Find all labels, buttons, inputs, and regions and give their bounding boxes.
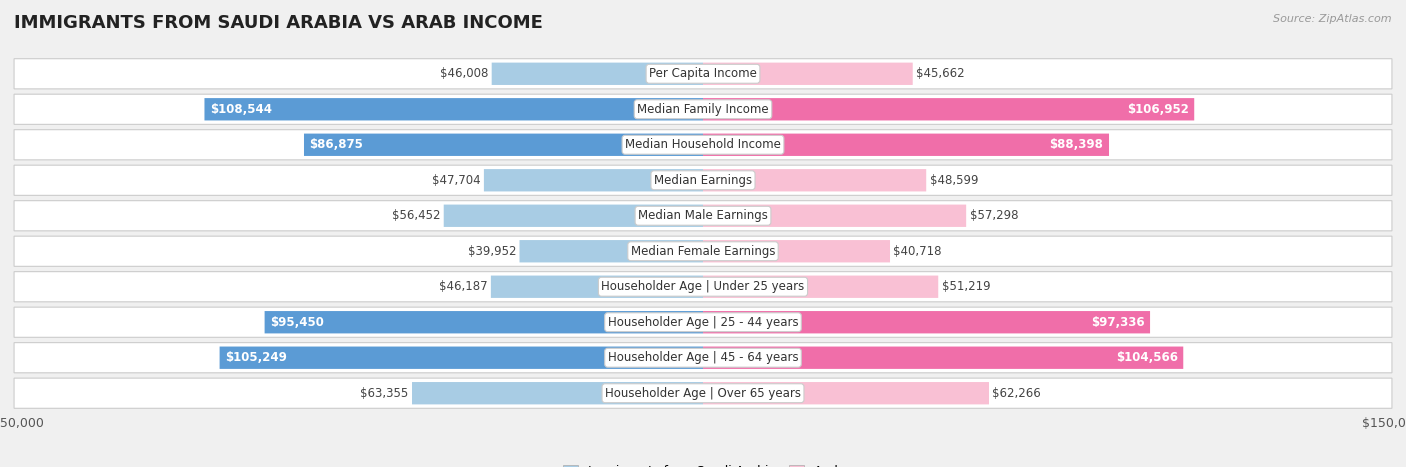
Text: $62,266: $62,266 bbox=[993, 387, 1042, 400]
FancyBboxPatch shape bbox=[14, 378, 1392, 408]
FancyBboxPatch shape bbox=[14, 201, 1392, 231]
Text: $104,566: $104,566 bbox=[1116, 351, 1178, 364]
Legend: Immigrants from Saudi Arabia, Arab: Immigrants from Saudi Arabia, Arab bbox=[558, 460, 848, 467]
FancyBboxPatch shape bbox=[264, 311, 703, 333]
Text: Householder Age | 45 - 64 years: Householder Age | 45 - 64 years bbox=[607, 351, 799, 364]
Text: $47,704: $47,704 bbox=[432, 174, 481, 187]
Text: $45,662: $45,662 bbox=[917, 67, 965, 80]
Text: Median Male Earnings: Median Male Earnings bbox=[638, 209, 768, 222]
Text: $88,398: $88,398 bbox=[1050, 138, 1104, 151]
Text: $95,450: $95,450 bbox=[270, 316, 323, 329]
Text: Householder Age | Over 65 years: Householder Age | Over 65 years bbox=[605, 387, 801, 400]
Text: Householder Age | 25 - 44 years: Householder Age | 25 - 44 years bbox=[607, 316, 799, 329]
Text: Median Female Earnings: Median Female Earnings bbox=[631, 245, 775, 258]
FancyBboxPatch shape bbox=[412, 382, 703, 404]
FancyBboxPatch shape bbox=[14, 130, 1392, 160]
FancyBboxPatch shape bbox=[703, 134, 1109, 156]
FancyBboxPatch shape bbox=[14, 236, 1392, 266]
FancyBboxPatch shape bbox=[14, 165, 1392, 195]
FancyBboxPatch shape bbox=[14, 94, 1392, 124]
FancyBboxPatch shape bbox=[703, 169, 927, 191]
FancyBboxPatch shape bbox=[14, 59, 1392, 89]
Text: $56,452: $56,452 bbox=[392, 209, 440, 222]
Text: $46,008: $46,008 bbox=[440, 67, 488, 80]
Text: $57,298: $57,298 bbox=[970, 209, 1018, 222]
Text: Householder Age | Under 25 years: Householder Age | Under 25 years bbox=[602, 280, 804, 293]
Text: $48,599: $48,599 bbox=[929, 174, 979, 187]
Text: $108,544: $108,544 bbox=[209, 103, 271, 116]
Text: $51,219: $51,219 bbox=[942, 280, 990, 293]
Text: Median Family Income: Median Family Income bbox=[637, 103, 769, 116]
FancyBboxPatch shape bbox=[519, 240, 703, 262]
Text: Per Capita Income: Per Capita Income bbox=[650, 67, 756, 80]
FancyBboxPatch shape bbox=[492, 63, 703, 85]
Text: Source: ZipAtlas.com: Source: ZipAtlas.com bbox=[1274, 14, 1392, 24]
FancyBboxPatch shape bbox=[304, 134, 703, 156]
FancyBboxPatch shape bbox=[703, 347, 1184, 369]
FancyBboxPatch shape bbox=[703, 311, 1150, 333]
Text: $97,336: $97,336 bbox=[1091, 316, 1144, 329]
FancyBboxPatch shape bbox=[14, 307, 1392, 337]
FancyBboxPatch shape bbox=[204, 98, 703, 120]
FancyBboxPatch shape bbox=[703, 382, 988, 404]
FancyBboxPatch shape bbox=[14, 343, 1392, 373]
Text: $86,875: $86,875 bbox=[309, 138, 363, 151]
Text: Median Household Income: Median Household Income bbox=[626, 138, 780, 151]
Text: $63,355: $63,355 bbox=[360, 387, 409, 400]
FancyBboxPatch shape bbox=[703, 240, 890, 262]
Text: IMMIGRANTS FROM SAUDI ARABIA VS ARAB INCOME: IMMIGRANTS FROM SAUDI ARABIA VS ARAB INC… bbox=[14, 14, 543, 32]
FancyBboxPatch shape bbox=[484, 169, 703, 191]
Text: $40,718: $40,718 bbox=[893, 245, 942, 258]
Text: $106,952: $106,952 bbox=[1126, 103, 1188, 116]
FancyBboxPatch shape bbox=[444, 205, 703, 227]
FancyBboxPatch shape bbox=[703, 98, 1194, 120]
Text: $105,249: $105,249 bbox=[225, 351, 287, 364]
FancyBboxPatch shape bbox=[703, 276, 938, 298]
FancyBboxPatch shape bbox=[219, 347, 703, 369]
FancyBboxPatch shape bbox=[14, 272, 1392, 302]
FancyBboxPatch shape bbox=[703, 63, 912, 85]
Text: $46,187: $46,187 bbox=[439, 280, 488, 293]
Text: Median Earnings: Median Earnings bbox=[654, 174, 752, 187]
FancyBboxPatch shape bbox=[703, 205, 966, 227]
Text: $39,952: $39,952 bbox=[468, 245, 516, 258]
FancyBboxPatch shape bbox=[491, 276, 703, 298]
